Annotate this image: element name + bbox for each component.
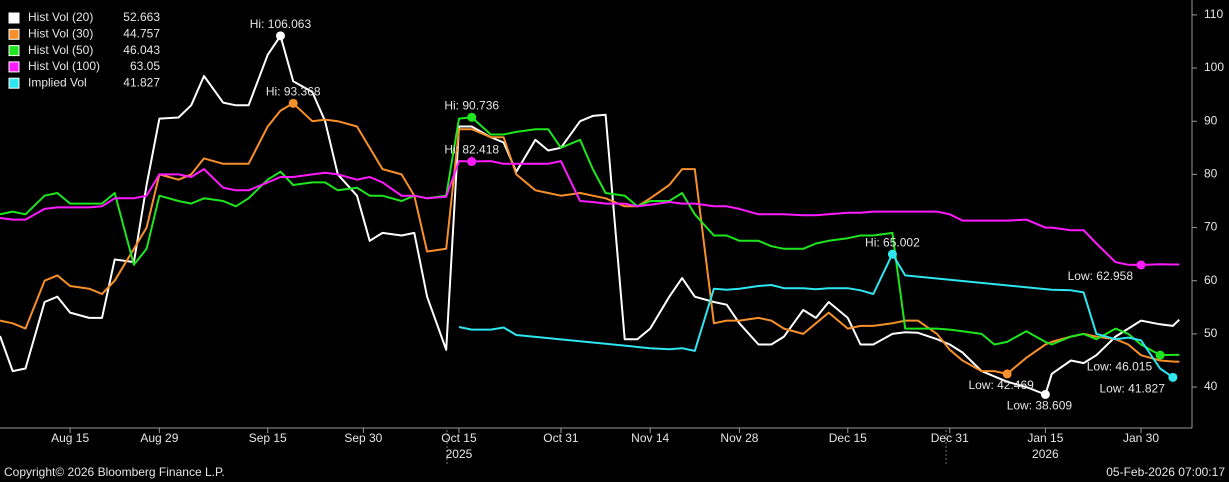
extreme-marker	[288, 98, 298, 108]
legend-value: 44.757	[123, 26, 160, 40]
extreme-label: Low: 46.015	[1087, 359, 1153, 373]
legend-swatch	[8, 61, 20, 73]
extreme-label: Low: 38.609	[1007, 399, 1073, 413]
y-tick-label: 90	[1204, 113, 1218, 127]
extreme-marker	[1168, 372, 1178, 382]
series-line	[458, 253, 1174, 379]
legend-value: 46.043	[123, 43, 160, 57]
y-tick-label: 50	[1204, 326, 1218, 340]
x-tick-label: Nov 14	[631, 431, 669, 445]
footer-left: Copyright© 2026 Bloomberg Finance L.P.	[4, 465, 225, 479]
legend-swatch	[8, 45, 20, 57]
extreme-marker	[887, 249, 897, 259]
extreme-label: Hi: 106.063	[250, 17, 312, 31]
y-tick-label: 70	[1204, 220, 1218, 234]
extreme-marker	[275, 31, 285, 41]
legend-value: 41.827	[123, 75, 160, 89]
extreme-label: Low: 42.469	[968, 378, 1034, 392]
x-tick-label: Jan 15	[1027, 431, 1063, 445]
legend-swatch	[8, 28, 20, 40]
footer-right: 05-Feb-2026 07:00:17	[1106, 465, 1225, 479]
series-line	[0, 34, 1180, 396]
extreme-marker	[1136, 260, 1146, 270]
legend-name: Hist Vol (20)	[28, 10, 93, 24]
y-tick-label: 110	[1204, 7, 1223, 21]
legend-name: Hist Vol (100)	[28, 59, 100, 73]
x-tick-label: Oct 15	[441, 431, 477, 445]
extreme-label: Low: 41.827	[1099, 382, 1165, 396]
x-tick-label: Jan 30	[1123, 431, 1159, 445]
legend-value: 52.663	[123, 10, 160, 24]
y-tick-label: 60	[1204, 273, 1218, 287]
legend-name: Hist Vol (50)	[28, 43, 93, 57]
legend-swatch	[8, 77, 20, 89]
y-tick-label: 40	[1204, 379, 1218, 393]
x-tick-label: Oct 31	[543, 431, 579, 445]
extreme-label: Hi: 82.418	[444, 143, 499, 157]
year-label: 2025	[446, 447, 473, 461]
legend-value: 63.05	[130, 59, 160, 73]
extreme-marker	[1040, 389, 1050, 399]
year-label: 2026	[1032, 447, 1059, 461]
x-tick-label: Dec 31	[931, 431, 969, 445]
x-tick-label: Sep 30	[344, 431, 382, 445]
x-tick-label: Aug 15	[51, 431, 89, 445]
legend: Hist Vol (20) 52.663 Hist Vol (30) 44.757 Hi…	[0, 0, 166, 94]
series-line	[0, 116, 1180, 357]
extreme-label: Hi: 93.368	[266, 84, 321, 98]
extreme-label: Hi: 90.736	[444, 98, 499, 112]
legend-name: Implied Vol	[28, 75, 87, 89]
legend-name: Hist Vol (30)	[28, 26, 93, 40]
extreme-marker	[467, 157, 477, 167]
series-line	[0, 160, 1180, 266]
extreme-marker	[1155, 350, 1165, 360]
legend-swatch	[8, 12, 20, 24]
series-line	[0, 102, 1180, 375]
y-tick-label: 80	[1204, 167, 1218, 181]
extreme-marker	[1002, 369, 1012, 379]
x-tick-label: Sep 15	[249, 431, 287, 445]
extreme-label: Hi: 65.002	[865, 235, 920, 249]
extreme-label: Low: 62.958	[1068, 269, 1134, 283]
x-tick-label: Aug 29	[140, 431, 178, 445]
x-tick-label: Dec 15	[829, 431, 867, 445]
y-tick-label: 100	[1204, 60, 1224, 74]
legend-box	[0, 0, 166, 94]
extreme-marker	[467, 112, 477, 122]
x-tick-label: Nov 28	[720, 431, 758, 445]
